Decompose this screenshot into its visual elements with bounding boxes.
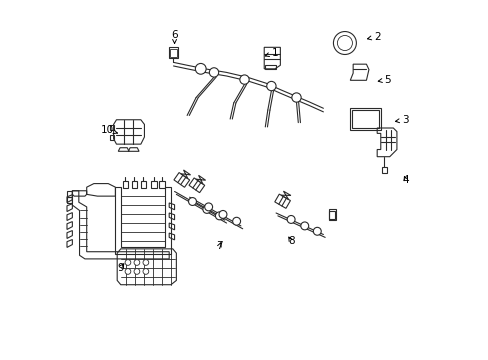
Circle shape — [286, 216, 294, 224]
Circle shape — [203, 206, 210, 213]
Bar — [329, 211, 335, 219]
Text: 3: 3 — [395, 115, 408, 125]
Bar — [169, 47, 178, 58]
Bar — [328, 210, 335, 220]
Bar — [110, 125, 114, 130]
Bar — [382, 167, 386, 173]
Text: 1: 1 — [264, 48, 278, 58]
Text: 2: 2 — [366, 32, 380, 41]
Circle shape — [204, 203, 212, 211]
Bar — [170, 49, 176, 57]
Bar — [159, 181, 164, 188]
Circle shape — [239, 75, 249, 84]
Circle shape — [333, 32, 356, 54]
Circle shape — [134, 269, 140, 274]
Bar — [122, 181, 128, 188]
Text: 8: 8 — [287, 236, 294, 246]
Circle shape — [195, 63, 206, 74]
Circle shape — [300, 222, 308, 230]
Text: 10: 10 — [101, 125, 117, 135]
Bar — [131, 181, 137, 188]
Circle shape — [142, 260, 148, 265]
Bar — [351, 110, 379, 129]
Circle shape — [142, 269, 148, 274]
Bar — [110, 135, 114, 140]
Circle shape — [125, 269, 131, 274]
Circle shape — [134, 260, 140, 265]
Circle shape — [291, 93, 301, 102]
Circle shape — [215, 212, 223, 220]
Circle shape — [337, 36, 352, 50]
Circle shape — [188, 198, 196, 206]
Bar — [140, 181, 145, 188]
Circle shape — [125, 260, 131, 265]
Circle shape — [232, 217, 240, 225]
Circle shape — [313, 227, 321, 235]
Bar — [151, 181, 156, 188]
Circle shape — [219, 211, 226, 219]
Circle shape — [266, 81, 276, 91]
Text: 4: 4 — [402, 175, 408, 185]
Bar — [349, 108, 380, 130]
Circle shape — [209, 68, 218, 77]
Text: 7: 7 — [216, 241, 222, 251]
Text: 9: 9 — [117, 263, 124, 273]
Bar — [265, 64, 276, 69]
Text: 5: 5 — [378, 75, 390, 85]
Text: 6: 6 — [171, 30, 178, 43]
